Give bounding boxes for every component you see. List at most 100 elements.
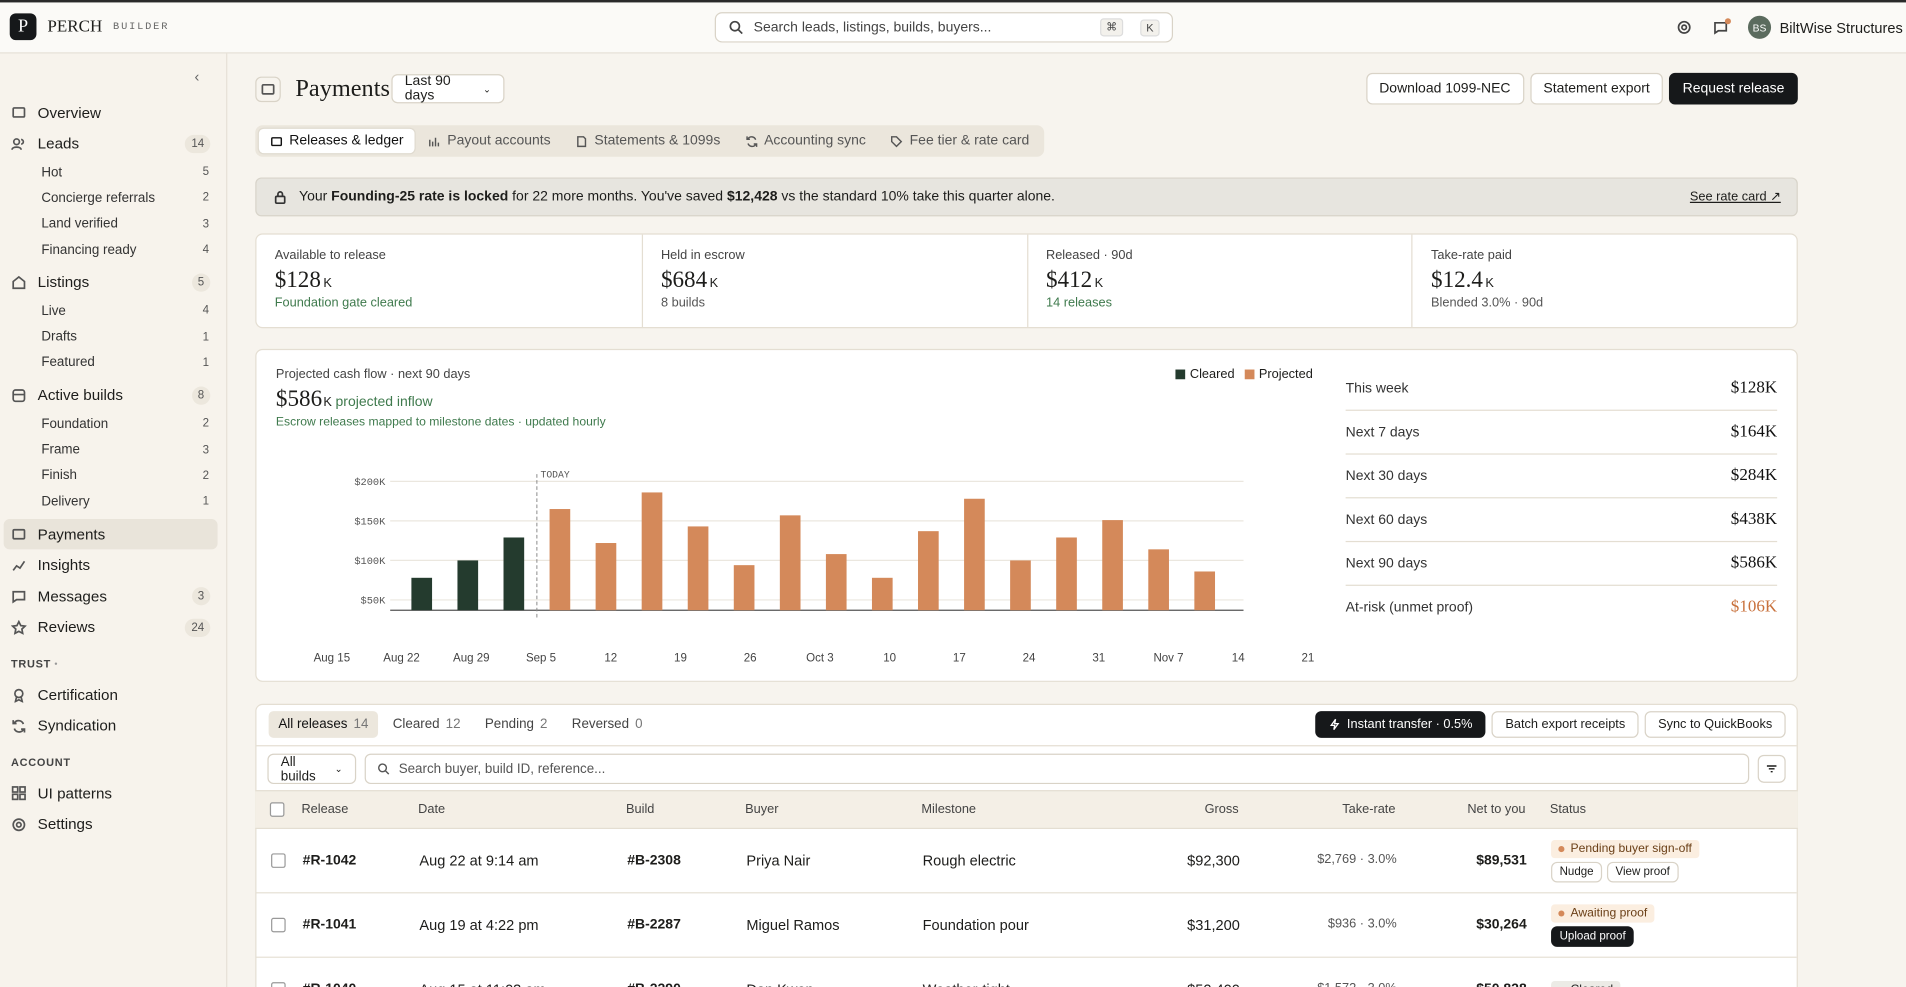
icon-part <box>15 821 22 828</box>
cell: $92,300 <box>1187 852 1240 870</box>
nav-item[interactable]: Insights <box>4 550 218 581</box>
checkbox[interactable] <box>271 982 286 987</box>
cell: $52,400 <box>1117 981 1240 987</box>
nav-item[interactable]: Payments <box>3 518 218 550</box>
row-action[interactable]: View proof <box>1606 861 1679 882</box>
nav-count: 2 <box>202 191 210 205</box>
icon-part <box>12 719 26 733</box>
header-button[interactable]: Download 1099-NEC <box>1365 72 1524 105</box>
nav-item[interactable]: UI patterns <box>4 778 218 809</box>
row-action[interactable]: Nudge <box>1551 861 1603 882</box>
summary-value: $128K <box>1730 378 1778 397</box>
sub-nav-item[interactable]: Drafts 1 <box>4 324 218 350</box>
stat-label: Take-rate paid <box>1431 247 1512 263</box>
icon-part <box>1677 20 1691 34</box>
sub-nav-item[interactable]: Financing ready 4 <box>4 237 218 263</box>
headline-unit: K <box>323 395 332 410</box>
status-cell: Awaiting proof Upload proof <box>1527 903 1799 947</box>
nav-item[interactable]: Messages 3 <box>4 581 218 612</box>
nav-item[interactable]: Certification <box>4 679 218 710</box>
table-header: Release Date Build Buyer Milestone Gross Take-… <box>255 790 1798 830</box>
nav-count: 2 <box>202 468 210 483</box>
checkbox[interactable] <box>271 917 286 933</box>
nav-item[interactable]: Syndication <box>4 710 218 741</box>
sub-nav-item[interactable]: Foundation 2 <box>4 411 218 437</box>
section-title: ACCOUNT <box>4 741 218 777</box>
tab[interactable]: Fee tier & rate card <box>879 129 1040 153</box>
stat-sub: Blended 3.0% · 90d <box>1431 295 1544 310</box>
stat-unit: K <box>1094 275 1104 291</box>
notify-dot <box>1724 18 1731 25</box>
table-row: #R-1040Aug 15 at 11:03 am#B-2290Dan Kwon… <box>256 957 1799 987</box>
filter-tab[interactable]: Cleared 12 <box>383 711 470 738</box>
nav-item[interactable]: Overview <box>4 97 218 128</box>
section-title: TRUST <box>4 643 218 679</box>
sub-nav-item[interactable]: Concierge referrals 2 <box>4 185 218 211</box>
tab[interactable]: Releases & ledger <box>258 128 415 154</box>
tab[interactable]: Statements & 1099s <box>564 129 731 153</box>
filter-tab[interactable]: All releases 14 <box>268 711 379 738</box>
icon <box>12 275 26 290</box>
nav-label: Payments <box>37 525 106 543</box>
icon-part <box>12 388 26 402</box>
stat-value: $128 <box>274 267 321 293</box>
nav-label: Settings <box>37 815 93 833</box>
divider <box>256 745 1797 747</box>
filter-tab[interactable]: Reversed 0 <box>562 711 652 738</box>
nav-count: 8 <box>191 386 211 405</box>
sub-nav-item[interactable]: Hot 5 <box>4 159 218 185</box>
nav-count: 4 <box>202 304 210 318</box>
sub-nav-item[interactable]: Featured 1 <box>4 350 218 376</box>
stat: Held in escrow $684 K 8 builds <box>641 234 1027 327</box>
release-button[interactable]: Batch export receipts <box>1491 711 1639 738</box>
filter-button[interactable] <box>1757 754 1786 783</box>
collapse[interactable]: ‹ <box>194 68 200 86</box>
filter-tab[interactable]: Pending 2 <box>475 711 557 738</box>
row-action[interactable]: Upload proof <box>1551 925 1635 947</box>
sub-nav-item[interactable]: Frame 3 <box>4 437 218 463</box>
cell: Rough electric <box>922 852 1016 870</box>
release-buttons: Instant transfer · 0.5% Batch export rece… <box>1216 711 1786 738</box>
tab-label: Payout accounts <box>447 133 551 149</box>
kbd: K <box>1140 18 1160 36</box>
caret: ⌄ <box>482 83 492 95</box>
header-button[interactable]: Request release <box>1669 72 1798 105</box>
table-search[interactable]: Search buyer, build ID, reference... <box>364 753 1750 785</box>
release-button[interactable]: Sync to QuickBooks <box>1644 711 1786 738</box>
checkbox[interactable] <box>271 853 286 868</box>
nav-item[interactable]: Active builds 8 <box>4 380 218 411</box>
sub-nav-item[interactable]: Delivery 1 <box>4 489 218 515</box>
chart-subtitle: Escrow releases mapped to milestone date… <box>275 415 606 430</box>
status-cell: Cleared <box>1527 980 1799 987</box>
tab[interactable]: Payout accounts <box>417 129 562 153</box>
filters: All releases 14 Cleared 12 Pending 2 Reversed 0 <box>268 711 653 738</box>
tab[interactable]: Accounting sync <box>734 129 877 153</box>
release-button[interactable]: Instant transfer · 0.5% <box>1315 711 1486 738</box>
sub-nav-item[interactable]: Live 4 <box>4 298 218 324</box>
sub-nav-item[interactable]: Finish 2 <box>4 463 218 489</box>
header-button[interactable]: Statement export <box>1529 72 1664 105</box>
nav-label: Delivery <box>41 494 90 509</box>
banner-part: for 22 more months. You've saved <box>508 189 727 205</box>
summary-label: Next 90 days <box>1345 556 1428 571</box>
icon <box>10 619 27 635</box>
checkbox[interactable] <box>269 802 285 817</box>
sub-nav-item[interactable]: Land verified 3 <box>4 211 218 237</box>
nav-item[interactable]: Listings 5 <box>4 267 218 298</box>
search-box[interactable]: Search leads, listings, builds, buyers..… <box>714 12 1174 43</box>
legend-label: Cleared <box>1189 367 1235 382</box>
filter-label: Pending <box>484 717 534 732</box>
range-select[interactable]: Last 90 days ⌄ <box>391 74 505 104</box>
legend-swatch <box>1175 369 1186 380</box>
icon-part <box>745 135 757 147</box>
banner-link[interactable]: See rate card ↗ <box>1689 189 1781 205</box>
range-label: Last 90 days <box>404 74 451 104</box>
nav-item[interactable]: Leads 14 <box>4 128 218 159</box>
icon <box>261 83 275 95</box>
nav-label: Leads <box>37 135 80 153</box>
build-filter[interactable]: All builds ⌄ <box>267 753 357 785</box>
nav-item[interactable]: Reviews 24 <box>4 612 218 643</box>
nav-item[interactable]: Settings <box>4 809 218 840</box>
icon-part <box>577 135 587 147</box>
icon <box>378 763 390 775</box>
